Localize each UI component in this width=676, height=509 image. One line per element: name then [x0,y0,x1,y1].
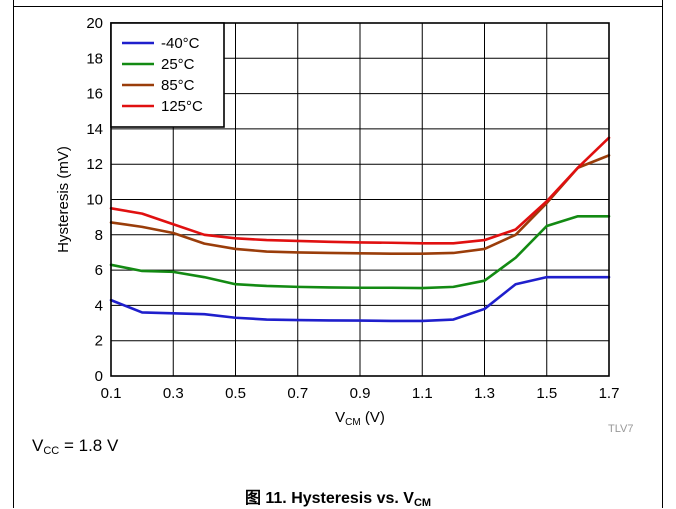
vcc-condition-note: VCC = 1.8 V [32,436,119,457]
frame-top-border [13,6,663,7]
legend-label: 85°C [161,77,195,94]
y-tick-label: 14 [86,121,103,138]
series-lines [109,136,611,323]
y-tick-label: 2 [95,333,103,350]
series-line-3 [109,136,611,245]
x-tick-label: 0.1 [101,385,122,402]
y-tick-label: 8 [95,227,103,244]
x-tick-label: 0.7 [287,385,308,402]
x-tick-label: 1.1 [412,385,433,402]
tick-labels: 0.1 0.3 0.5 0.7 0.9 1.1 1.3 1.5 1.7 0 2 4 6 8 10 12 14 16… [86,15,619,402]
y-tick-label: 12 [86,156,103,173]
watermark-text: TLV7 [608,423,633,435]
x-axis-label: VCM (V) [335,409,385,428]
series-line-1 [109,214,611,290]
y-tick-label: 18 [86,50,103,67]
series-line-0 [109,275,611,323]
x-tick-label: 0.5 [225,385,246,402]
x-tick-label: 1.7 [599,385,620,402]
y-tick-label: 10 [86,192,103,209]
y-axis-label: Hysteresis (mV) [55,146,72,253]
y-tick-label: 6 [95,262,103,279]
y-tick-label: 4 [95,297,103,314]
legend-box [110,22,225,128]
frame-left-border [13,0,14,508]
legend-label: -40°C [161,35,200,52]
x-tick-label: 1.3 [474,385,495,402]
x-tick-label: 0.9 [350,385,371,402]
x-tick-label: 1.5 [536,385,557,402]
x-tick-label: 0.3 [163,385,184,402]
legend: -40°C 25°C 85°C 125°C [110,22,225,128]
frame-right-border [662,0,663,508]
figure-caption: 图 11. Hysteresis vs. VCM [244,490,432,509]
y-tick-label: 0 [95,368,103,385]
plot-border [110,22,610,377]
series-line-2 [109,154,611,255]
y-tick-label: 20 [86,15,103,32]
hysteresis-chart: 0.1 0.3 0.5 0.7 0.9 1.1 1.3 1.5 1.7 0 2 4 6 8 10 12 14 16… [55,15,633,435]
y-tick-label: 16 [86,86,103,103]
legend-label: 25°C [161,56,195,73]
legend-label: 125°C [161,98,203,115]
